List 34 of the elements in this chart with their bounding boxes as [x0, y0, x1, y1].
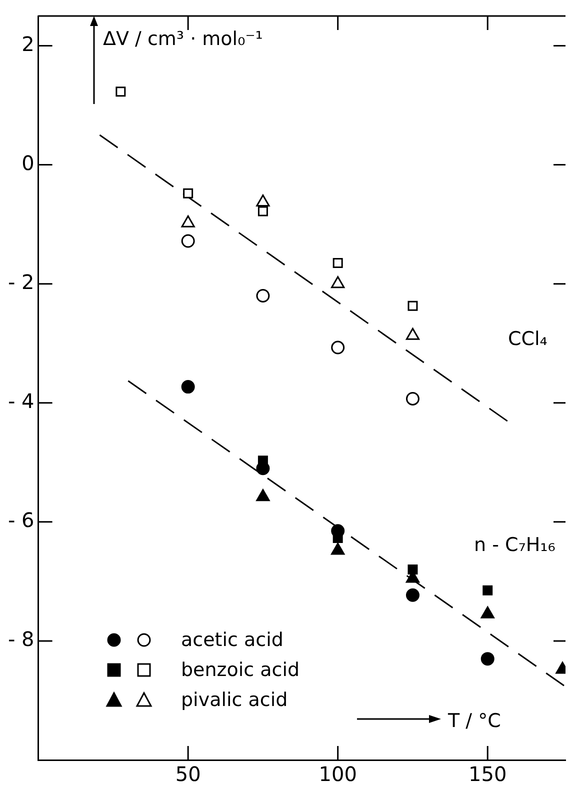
- point: [331, 524, 345, 538]
- point: [408, 564, 418, 575]
- legend-label: benzoic acid: [181, 659, 300, 681]
- point: [480, 652, 494, 666]
- point: [331, 340, 345, 354]
- x-axis-title: T / °C: [448, 710, 501, 732]
- x-tick-label: 150: [468, 762, 507, 786]
- x-tick-label: 50: [175, 762, 201, 786]
- point: [406, 392, 420, 406]
- point: [183, 188, 194, 198]
- y-tick-label: - 2: [8, 270, 34, 294]
- point: [181, 380, 195, 394]
- legend-label: pivalic acid: [181, 689, 288, 711]
- annotation: n - C₇H₁₆: [474, 534, 556, 556]
- point: [181, 234, 195, 248]
- point: [408, 300, 418, 311]
- y-axis-title: ΔV / cm³ · mol₀⁻¹: [103, 28, 263, 50]
- x-tick-label: 100: [318, 762, 357, 786]
- point: [256, 462, 270, 476]
- legend-label: acetic acid: [181, 629, 284, 651]
- point: [331, 276, 345, 288]
- point: [256, 194, 270, 207]
- annotation: CCl₄: [508, 328, 548, 350]
- point: [406, 588, 420, 602]
- point: [258, 206, 268, 216]
- point: [332, 258, 343, 268]
- y-tick-label: 2: [22, 32, 34, 56]
- point: [116, 86, 126, 97]
- y-tick-label: - 4: [8, 389, 34, 414]
- point: [482, 585, 493, 596]
- point: [256, 288, 270, 302]
- y-tick-label: 0: [22, 151, 34, 176]
- y-tick-label: - 8: [8, 627, 34, 652]
- y-tick-label: - 6: [8, 508, 34, 532]
